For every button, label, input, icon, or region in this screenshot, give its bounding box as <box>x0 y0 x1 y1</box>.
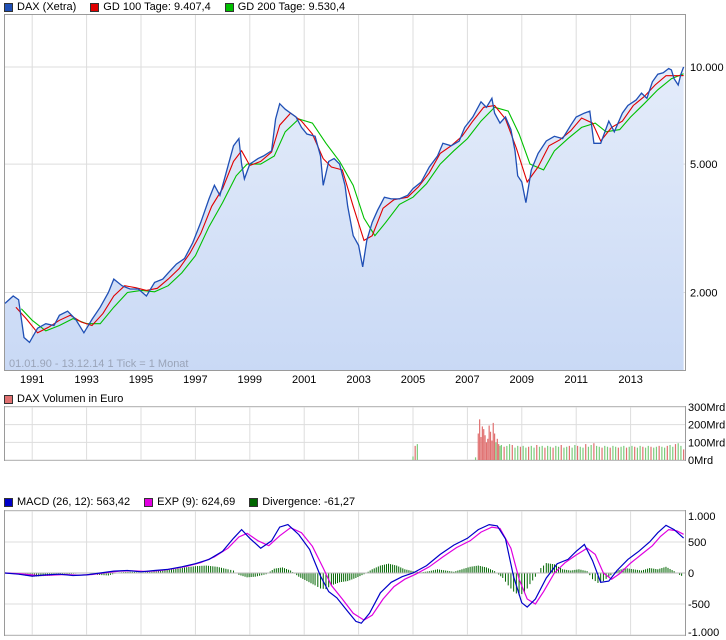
x-tick-label-1993: 1993 <box>74 374 98 386</box>
x-tick-label-2009: 2009 <box>510 374 534 386</box>
series-line-macd <box>4 523 685 624</box>
chart-info-text: 01.01.90 - 13.12.14 1 Tick = 1 Monat <box>9 358 188 370</box>
legend-swatch-macd <box>4 497 13 507</box>
legend-item-gd200: GD 200 Tage: 9.530,4 <box>224 1 346 13</box>
volume-y-tick-100Mrd: 100Mrd <box>688 437 725 449</box>
legend-swatch-dax <box>4 2 13 12</box>
volume-y-tick-200Mrd: 200Mrd <box>688 420 725 432</box>
main-legend: DAX (Xetra) GD 100 Tage: 9.407,4 GD 200 … <box>4 0 345 14</box>
volume-y-tick-300Mrd: 300Mrd <box>688 402 725 414</box>
legend-label-dax: DAX (Xetra) <box>17 1 77 13</box>
macd-y-tick-1.000: 1.000 <box>688 511 716 523</box>
legend-swatch-exp <box>144 497 154 507</box>
legend-item-volume: DAX Volumen in Euro <box>4 393 123 405</box>
series-line-gd-100-tage <box>15 75 684 334</box>
series-line-exp-9- <box>4 526 684 621</box>
legend-label-divergence: Divergence: -61,27 <box>262 496 356 508</box>
price-chart: 1991 1993 1995 1997 1999 2001 2003 2005 2007 2009… <box>4 15 724 386</box>
legend-label-gd100: GD 100 Tage: 9.407,4 <box>103 1 211 13</box>
legend-swatch-gd100 <box>90 2 100 12</box>
volume-y-tick-0Mrd: 0Mrd <box>688 455 713 467</box>
x-tick-label-2005: 2005 <box>401 374 425 386</box>
legend-swatch-volume <box>4 394 13 404</box>
x-tick-label-2001: 2001 <box>292 374 316 386</box>
legend-label-gd200: GD 200 Tage: 9.530,4 <box>237 1 346 13</box>
macd-y-tick--1.000: -1.000 <box>688 627 719 639</box>
legend-swatch-divergence <box>249 497 259 507</box>
legend-item-divergence: Divergence: -61,27 <box>249 496 355 508</box>
volume-chart: 0Mrd 100Mrd 200Mrd 300Mrd <box>5 402 725 467</box>
legend-label-volume: DAX Volumen in Euro <box>17 393 124 405</box>
macd-y-tick-500: 500 <box>688 537 706 549</box>
macd-y-tick--500: -500 <box>688 599 710 611</box>
legend-swatch-gd200 <box>224 2 234 12</box>
x-tick-label-1995: 1995 <box>129 374 153 386</box>
dax-area-fill <box>5 67 684 370</box>
legend-item-macd: MACD (26, 12): 563,42 <box>4 496 130 508</box>
x-tick-label-1991: 1991 <box>20 374 44 386</box>
x-tick-label-1999: 1999 <box>238 374 262 386</box>
legend-label-macd: MACD (26, 12): 563,42 <box>17 496 131 508</box>
legend-item-dax: DAX (Xetra) <box>4 1 76 13</box>
x-tick-label-2011: 2011 <box>564 374 588 386</box>
y-tick-label-5.000: 5.000 <box>690 159 718 171</box>
legend-item-exp: EXP (9): 624,69 <box>144 496 235 508</box>
volume-legend: DAX Volumen in Euro <box>4 392 123 406</box>
y-tick-label-2.000: 2.000 <box>690 287 718 299</box>
x-tick-label-2007: 2007 <box>455 374 479 386</box>
y-tick-label-10.000: 10.000 <box>690 62 724 74</box>
series-line-dax-xetra- <box>4 66 685 344</box>
series-line-gd-200-tage <box>20 73 684 332</box>
legend-item-gd100: GD 100 Tage: 9.407,4 <box>90 1 211 13</box>
x-tick-label-2013: 2013 <box>618 374 642 386</box>
x-tick-label-1997: 1997 <box>183 374 207 386</box>
macd-legend: MACD (26, 12): 563,42 EXP (9): 624,69 Di… <box>4 495 355 509</box>
x-tick-label-2003: 2003 <box>346 374 370 386</box>
legend-label-exp: EXP (9): 624,69 <box>157 496 236 508</box>
macd-y-tick-0: 0 <box>688 568 694 580</box>
